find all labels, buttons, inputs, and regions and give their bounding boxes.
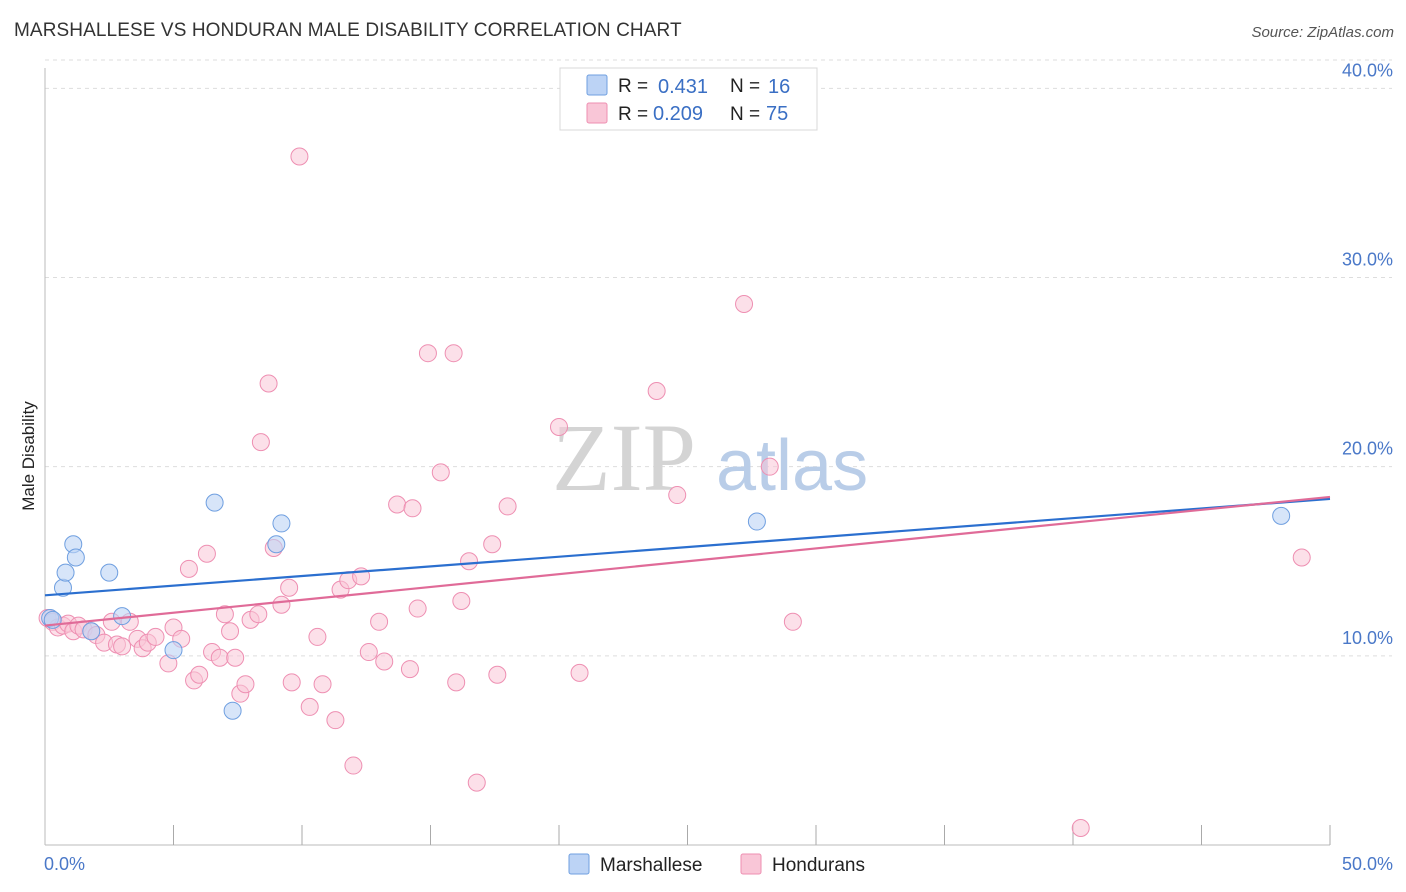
- honduran-point-28: [215, 605, 234, 624]
- honduran-point-50: [359, 643, 378, 662]
- honduran-point-61: [452, 591, 471, 610]
- hondurans-trend-line: [44, 495, 1331, 627]
- trend-lines: [44, 495, 1331, 627]
- honduran-point-54: [400, 660, 419, 679]
- hondurans-points: [38, 147, 1311, 837]
- honduran-point-40: [282, 673, 301, 692]
- hondurans-swatch: [586, 102, 608, 124]
- marshallese-point-5: [66, 548, 85, 567]
- honduran-point-55: [403, 499, 422, 518]
- marshallese-swatch: [586, 74, 608, 96]
- honduran-point-66: [498, 497, 517, 516]
- marshallese-point-6: [82, 622, 101, 641]
- y-tick-label-1: 20.0%: [1342, 439, 1393, 459]
- legend-n-value-marshallese: 16: [768, 76, 790, 98]
- legend-marshallese-swatch: [568, 853, 590, 875]
- honduran-point-62: [460, 552, 479, 571]
- grid-lines: [45, 59, 1392, 657]
- marshallese-points: [41, 493, 1291, 720]
- y-tick-label-2: 30.0%: [1342, 250, 1393, 270]
- honduran-point-13: [113, 637, 132, 656]
- honduran-point-45: [326, 711, 345, 730]
- x-axis-ticks: [173, 825, 1331, 845]
- honduran-point-35: [251, 433, 270, 452]
- honduran-point-43: [308, 627, 327, 646]
- marshallese-point-13: [272, 514, 291, 533]
- honduran-point-71: [735, 295, 754, 314]
- honduran-point-59: [444, 344, 463, 363]
- honduran-point-32: [236, 675, 255, 694]
- honduran-point-72: [760, 457, 779, 476]
- legend-hondurans-swatch: [740, 853, 762, 875]
- y-axis-tick-labels: 10.0% 20.0% 30.0% 40.0%: [1342, 60, 1393, 647]
- y-axis-title: Male Disability: [19, 401, 38, 511]
- honduran-point-48: [344, 756, 363, 775]
- marshallese-point-3: [56, 563, 75, 582]
- marshallese-point-7: [100, 563, 119, 582]
- honduran-point-74: [1292, 548, 1311, 567]
- legend-r-value-marshallese: 0.431: [658, 76, 708, 98]
- series-legend: Marshallese Hondurans: [568, 853, 865, 876]
- honduran-point-75: [1071, 818, 1090, 837]
- honduran-point-34: [249, 605, 268, 624]
- honduran-point-65: [488, 665, 507, 684]
- watermark: ZIP atlas: [552, 404, 868, 511]
- legend-n-label-marshallese: N =: [730, 76, 760, 97]
- legend-n-label-hondurans: N =: [730, 104, 760, 125]
- honduran-point-56: [408, 599, 427, 618]
- marshallese-point-9: [164, 641, 183, 660]
- honduran-point-24: [190, 665, 209, 684]
- marshallese-point-12: [267, 535, 286, 554]
- chart-source: Source: ZipAtlas.com: [1251, 24, 1394, 41]
- x-axis-tick-labels: 0.0% 50.0%: [44, 854, 1393, 874]
- honduran-point-58: [431, 463, 450, 482]
- legend-r-label-marshallese: R =: [618, 76, 648, 97]
- x-tick-label-min: 0.0%: [44, 854, 85, 874]
- honduran-point-63: [467, 773, 486, 792]
- y-tick-label-0: 10.0%: [1342, 628, 1393, 648]
- legend-n-value-hondurans: 75: [766, 103, 788, 125]
- honduran-point-18: [146, 627, 165, 646]
- honduran-point-60: [447, 673, 466, 692]
- honduran-point-38: [272, 595, 291, 614]
- honduran-point-57: [418, 344, 437, 363]
- honduran-point-42: [300, 697, 319, 716]
- honduran-point-67: [550, 417, 568, 436]
- honduran-point-51: [370, 612, 389, 631]
- honduran-point-64: [483, 535, 502, 554]
- honduran-point-73: [783, 612, 802, 631]
- watermark-atlas: atlas: [716, 426, 868, 506]
- chart-title: MARSHALLESE VS HONDURAN MALE DISABILITY …: [14, 20, 682, 41]
- honduran-point-22: [179, 559, 198, 578]
- legend-hondurans-label: Hondurans: [772, 855, 865, 876]
- marshallese-point-10: [205, 493, 224, 512]
- honduran-point-36: [259, 374, 278, 393]
- marshallese-point-14: [747, 512, 766, 531]
- x-tick-label-max: 50.0%: [1342, 854, 1393, 874]
- y-tick-label-3: 40.0%: [1342, 60, 1393, 80]
- honduran-point-69: [647, 382, 666, 401]
- honduran-point-30: [226, 648, 245, 667]
- legend-r-label-hondurans: R =: [618, 104, 648, 125]
- honduran-point-27: [210, 648, 229, 667]
- honduran-point-52: [375, 652, 394, 671]
- marshallese-point-11: [223, 701, 242, 720]
- marshallese-point-15: [1272, 506, 1291, 525]
- honduran-point-53: [388, 495, 407, 514]
- stats-legend: R = 0.431 N = 16 R = 0.209 N = 75: [559, 67, 818, 131]
- honduran-point-68: [570, 663, 589, 682]
- honduran-point-44: [313, 675, 332, 694]
- legend-r-value-hondurans: 0.209: [653, 103, 703, 125]
- honduran-point-39: [280, 578, 299, 597]
- marshallese-point-8: [113, 607, 132, 626]
- honduran-point-29: [221, 622, 240, 641]
- honduran-point-41: [290, 147, 309, 166]
- marshallese-trend-line: [44, 497, 1331, 597]
- legend-marshallese-label: Marshallese: [600, 855, 702, 876]
- honduran-point-25: [197, 544, 216, 563]
- honduran-point-70: [668, 486, 687, 505]
